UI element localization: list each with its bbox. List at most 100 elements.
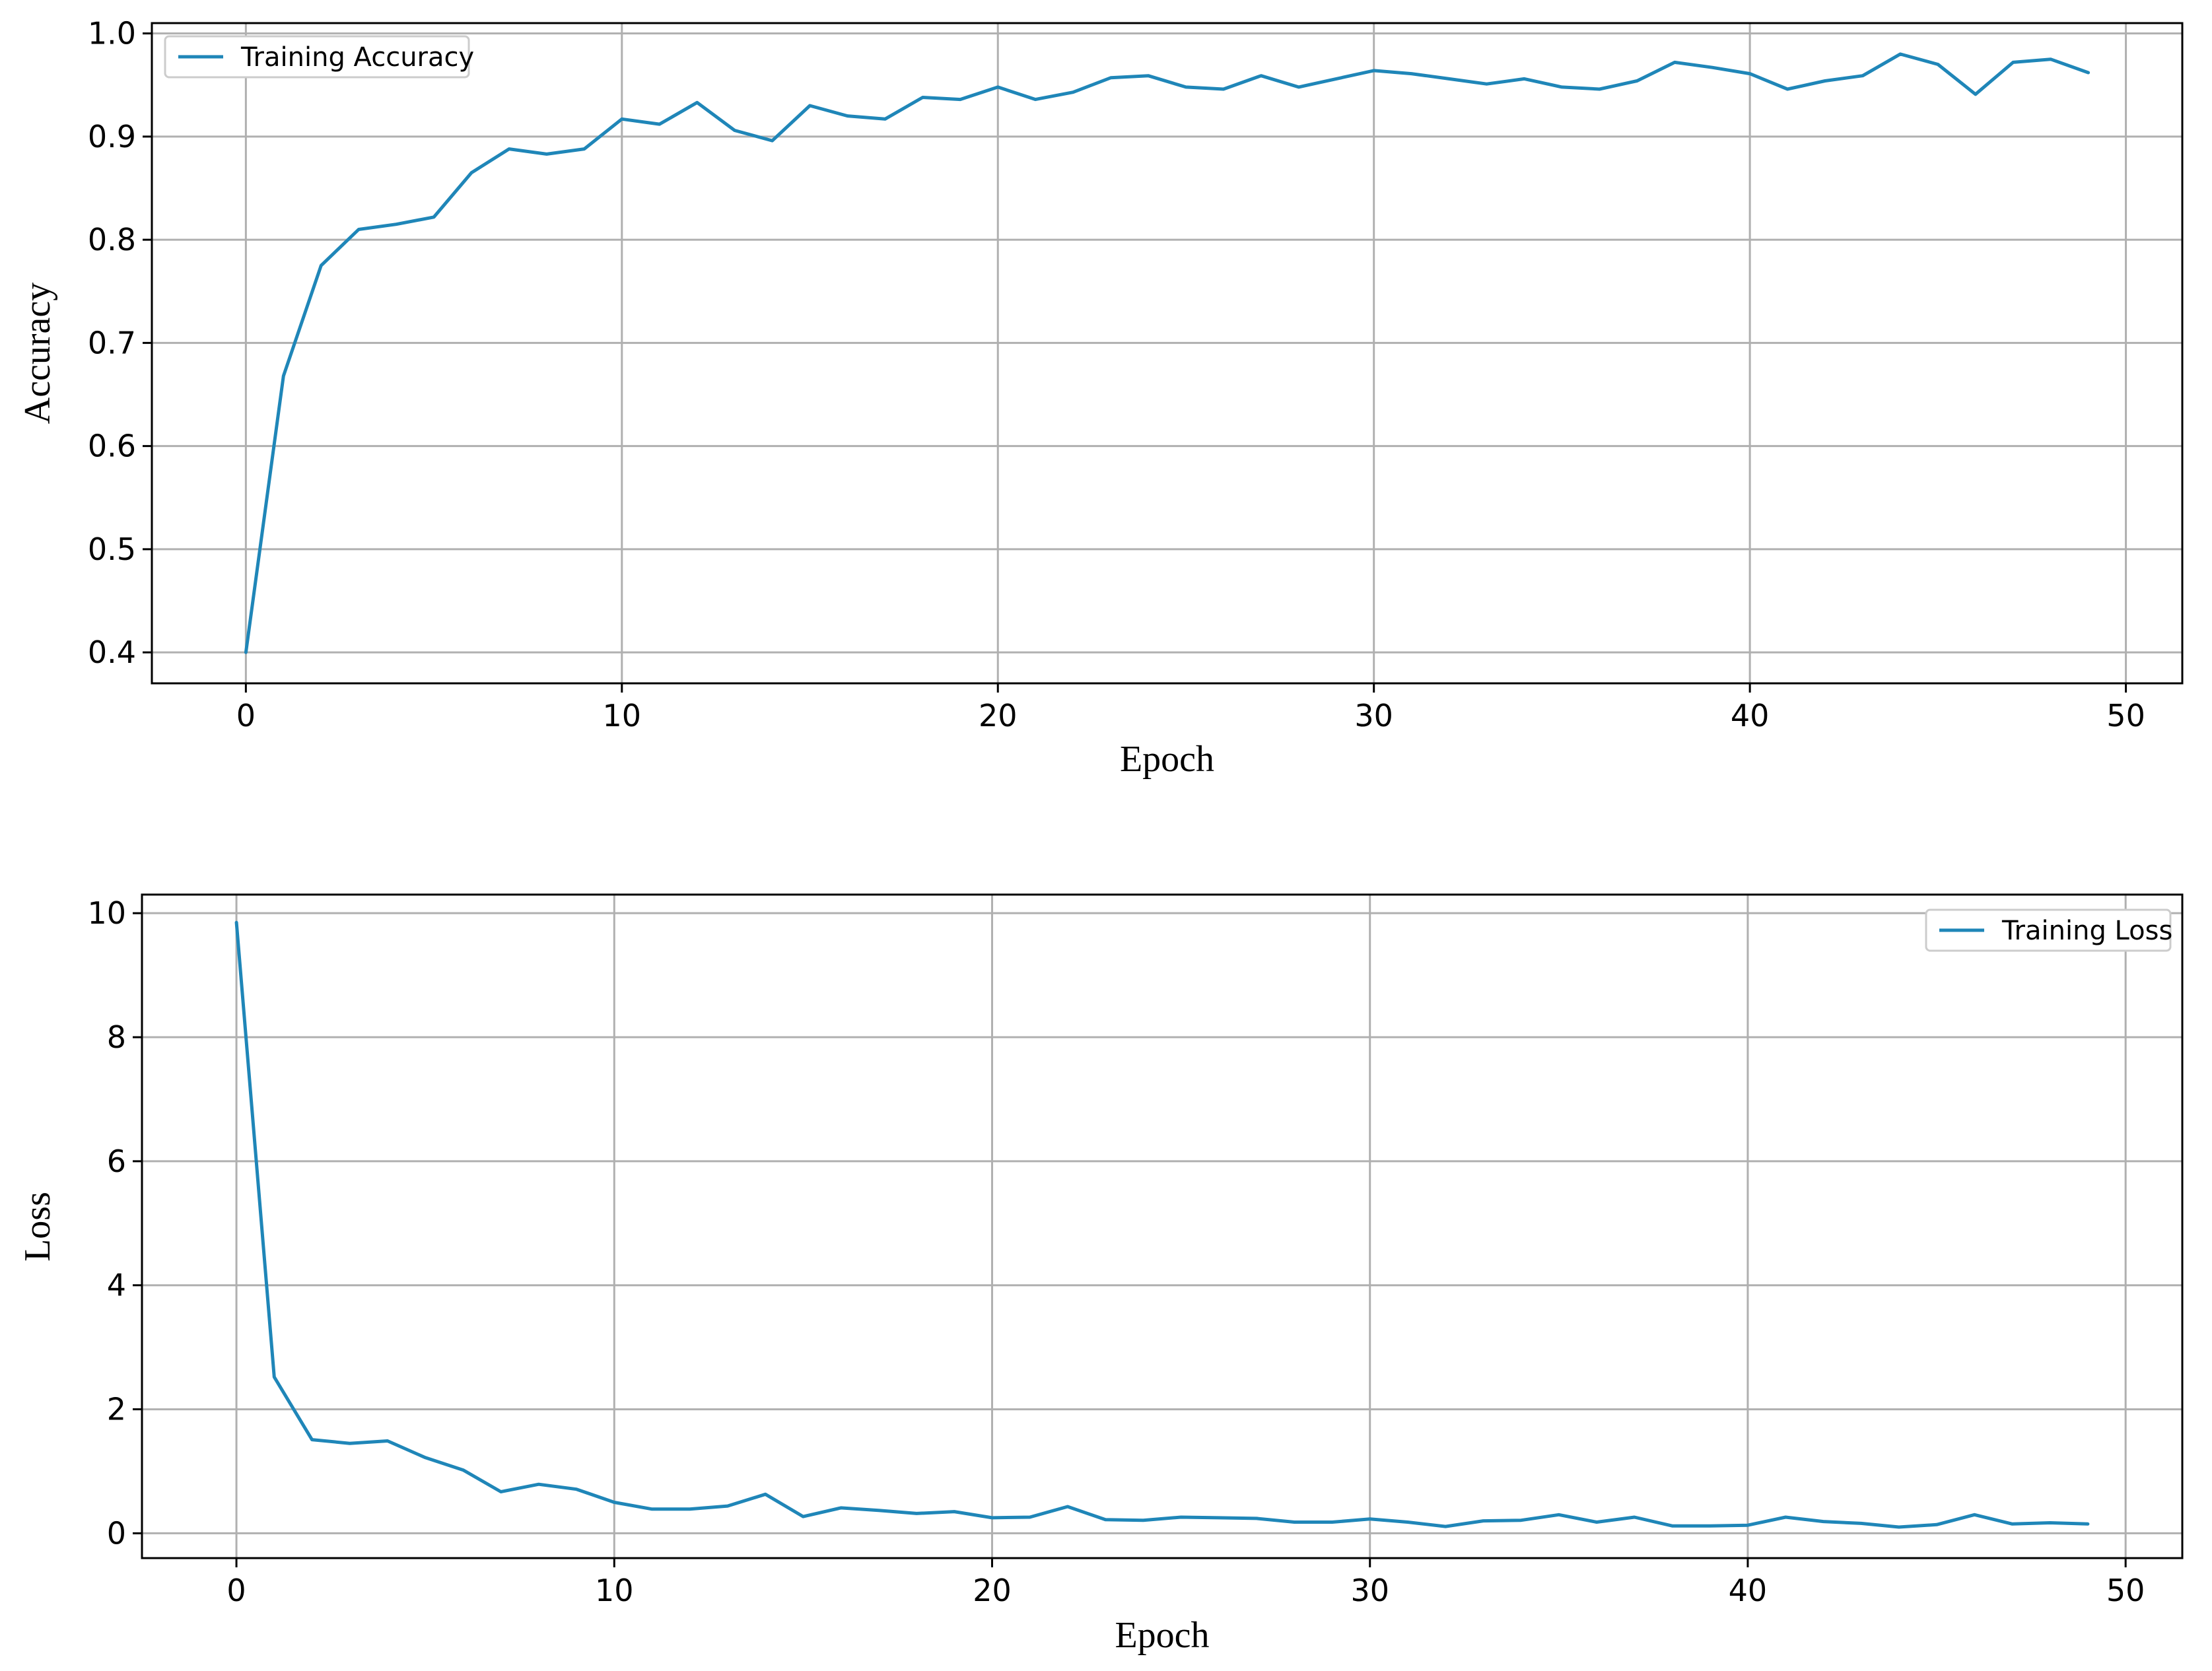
data-point [424,1456,427,1459]
y-tick-label: 0 [107,1515,126,1551]
data-point [1636,80,1638,82]
x-tick-label: 20 [979,698,1018,733]
x-tick-label: 40 [1731,698,1770,733]
data-point [1671,1524,1673,1527]
data-point [1066,1505,1069,1508]
data-point [1410,73,1413,75]
data-point [802,1515,804,1518]
legend-box [164,35,470,79]
loss-chart: 0 10 20 30 40 50 0 2 4 6 8 10 Epoch Loss Training Loss [17,893,2184,1656]
data-point [1711,66,1713,69]
accuracy-chart: 0 10 20 30 40 50 0.4 0.5 0.6 0.7 0.8 0.9 1.0 Epoch Acc… [17,16,2184,780]
data-point [764,1493,767,1495]
y-tick-label: 8 [107,1019,126,1055]
y-tick-label: 0.7 [88,325,136,360]
data-point [500,1491,502,1493]
y-tick-label: 0.6 [88,428,136,464]
data-point [462,1469,464,1472]
data-point [658,123,661,125]
data-point [386,1439,389,1442]
data-point [1331,1521,1333,1524]
data-point [235,921,238,924]
y-tick-label: 2 [107,1392,126,1427]
x-tick-label: 40 [1729,1573,1768,1608]
series-line-training-accuracy [244,52,2091,654]
legend-label: Training Loss [2001,916,2172,946]
data-point [575,1488,578,1491]
data-point [696,101,699,104]
data-point [508,148,510,151]
data-point [883,118,886,120]
data-point [1935,1523,1938,1526]
x-tick-label: 20 [973,1573,1012,1608]
data-point [1861,75,1864,77]
data-point [2011,1522,2013,1525]
data-point [349,1442,351,1445]
data-point [1185,86,1187,88]
data-point [320,264,322,267]
data-point [2012,61,2015,63]
data-point [2087,1522,2089,1525]
data-point [282,374,285,377]
data-point [1147,75,1150,77]
x-tick-label: 0 [226,1573,246,1608]
data-point [651,1508,653,1511]
data-point [2049,1521,2052,1524]
y-axis-label: Accuracy [17,283,58,425]
data-point [1180,1516,1183,1518]
plot-frame [151,22,2184,685]
data-point [1937,63,1939,65]
data-point [1558,1513,1560,1516]
x-tick-label: 10 [603,698,642,733]
data-point [395,223,397,226]
data-point [1673,61,1676,63]
x-tick-label: 10 [595,1573,634,1608]
x-tick-label: 50 [2106,1573,2145,1608]
data-point [273,1376,275,1379]
data-point [915,1512,918,1515]
data-point [1222,88,1225,90]
x-axis-label: Epoch [1120,739,1214,780]
y-tick-label: 0.5 [88,531,136,567]
y-tick-label: 6 [107,1143,126,1179]
legend: Training Loss [1925,908,2172,952]
data-point [1029,1516,1031,1518]
legend-label: Training Accuracy [240,42,474,73]
data-point [613,1501,615,1503]
data-point [1595,1521,1598,1524]
data-point [2050,58,2052,61]
data-point [1373,69,1375,72]
data-point [1482,1520,1484,1522]
data-point [1709,1524,1711,1527]
x-tick-label: 50 [2106,698,2145,733]
data-point [311,1439,313,1441]
data-point [809,104,812,107]
data-point [1369,1518,1371,1520]
data-point [1523,77,1525,80]
data-point [1072,91,1074,94]
data-point [840,1507,843,1509]
data-point [921,96,924,98]
data-point [1255,1517,1258,1520]
data-point [959,98,961,101]
plot-frame [141,893,2184,1559]
data-point [357,228,360,230]
data-point [771,139,774,142]
y-tick-label: 0.4 [88,634,136,670]
data-point [1486,83,1488,85]
data-point [1520,1519,1523,1522]
data-point [1109,77,1112,79]
data-point [1973,1513,1976,1516]
data-point [1786,88,1789,90]
x-tick-label: 30 [1354,698,1393,733]
data-point [621,118,623,120]
data-point [1974,93,1977,96]
y-axis-label: Loss [17,1192,58,1262]
data-point [2087,71,2090,74]
data-point [1899,53,1902,55]
data-point [1822,1520,1824,1523]
legend: Training Accuracy [164,35,474,79]
data-point [1898,1526,1900,1528]
data-point [689,1508,691,1511]
